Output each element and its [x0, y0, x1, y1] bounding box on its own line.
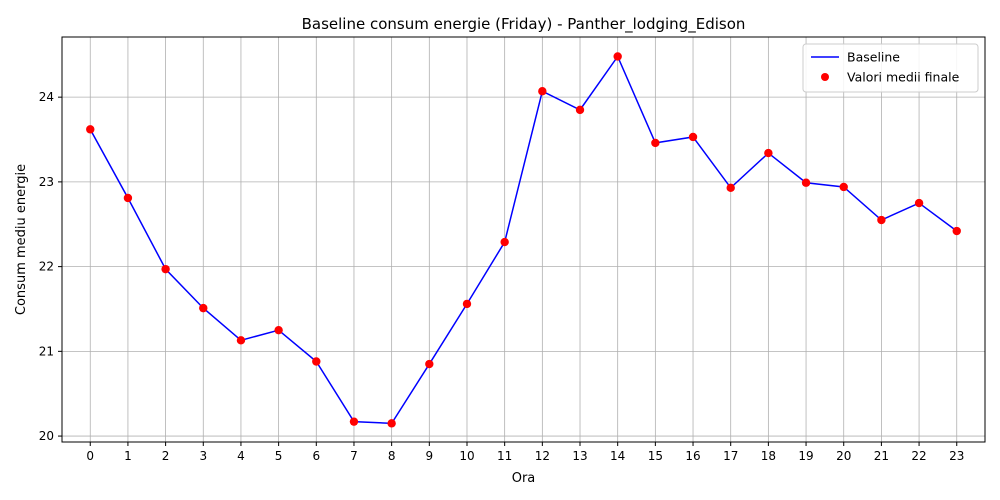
x-axis-label: Ora [512, 471, 536, 486]
x-tick-label: 11 [497, 449, 512, 463]
scatter-point [349, 417, 359, 426]
scatter-point [199, 303, 208, 313]
y-tick-label: 24 [39, 90, 54, 104]
scatter-point [425, 359, 434, 369]
x-tick-label: 23 [949, 449, 964, 463]
x-tick-label: 9 [425, 449, 433, 463]
scatter-point [688, 132, 698, 142]
x-tick-label: 16 [685, 449, 700, 463]
scatter-point [764, 148, 773, 158]
scatter-point [651, 138, 660, 148]
x-tick-label: 14 [610, 449, 625, 463]
x-tick-label: 4 [237, 449, 245, 463]
x-tick-label: 6 [312, 449, 320, 463]
scatter-point [877, 215, 886, 225]
x-tick-label: 1 [124, 449, 132, 463]
x-tick-label: 0 [86, 449, 94, 463]
x-tick-label: 3 [199, 449, 207, 463]
scatter-point [161, 264, 170, 274]
x-tick-label: 18 [761, 449, 776, 463]
grid [62, 37, 985, 442]
legend-scatter-swatch [821, 73, 829, 81]
plot-frame [61, 36, 986, 443]
scatter-point [538, 87, 547, 96]
legend-entry-valori-medii: Valori medii finale [847, 70, 960, 85]
scatter-point [839, 182, 848, 192]
scatter-point [123, 193, 133, 203]
scatter-point [914, 198, 924, 208]
x-tick-label: 20 [836, 449, 851, 463]
legend-box [802, 43, 979, 93]
x-tick-label: 12 [535, 449, 550, 463]
y-tick-label: 23 [39, 175, 54, 189]
scatter-point [274, 325, 283, 335]
x-tick-label: 2 [162, 449, 170, 463]
legend-entry-baseline: Baseline [847, 50, 900, 65]
scatter-point [801, 178, 811, 187]
legend: Baseline Valori medii finale [802, 43, 979, 93]
scatter-point [387, 419, 396, 428]
x-tick-label: 7 [350, 449, 358, 463]
series-layer [86, 52, 961, 428]
scatter-point [462, 299, 472, 309]
scatter-point [575, 105, 585, 115]
x-tick-label: 21 [874, 449, 889, 463]
y-tick-label: 22 [39, 260, 54, 274]
axes: 0 1 2 3 4 5 6 7 8 9 10 11 12 13 14 15 16 17 18 19 20 21 22 2320… [39, 90, 965, 463]
y-tick-label: 21 [39, 344, 54, 358]
scatter-point [236, 336, 246, 345]
x-tick-label: 17 [723, 449, 738, 463]
baseline-line [89, 54, 958, 425]
x-tick-label: 13 [572, 449, 587, 463]
y-axis-label: Consum mediu energie [14, 164, 29, 315]
scatter-point [952, 226, 961, 236]
x-tick-label: 10 [459, 449, 474, 463]
scatter-point [86, 125, 95, 134]
scatter-point [500, 237, 509, 247]
chart-title: Baseline consum energie (Friday) - Panth… [302, 15, 746, 34]
scatter-point [312, 357, 321, 366]
x-tick-label: 5 [275, 449, 283, 463]
scatter-point [726, 183, 735, 193]
scatter-point [613, 52, 622, 61]
y-tick-label: 20 [39, 429, 54, 443]
x-tick-label: 19 [798, 449, 813, 463]
x-tick-label: 8 [388, 449, 396, 463]
x-tick-label: 15 [648, 449, 663, 463]
x-tick-label: 22 [911, 449, 926, 463]
